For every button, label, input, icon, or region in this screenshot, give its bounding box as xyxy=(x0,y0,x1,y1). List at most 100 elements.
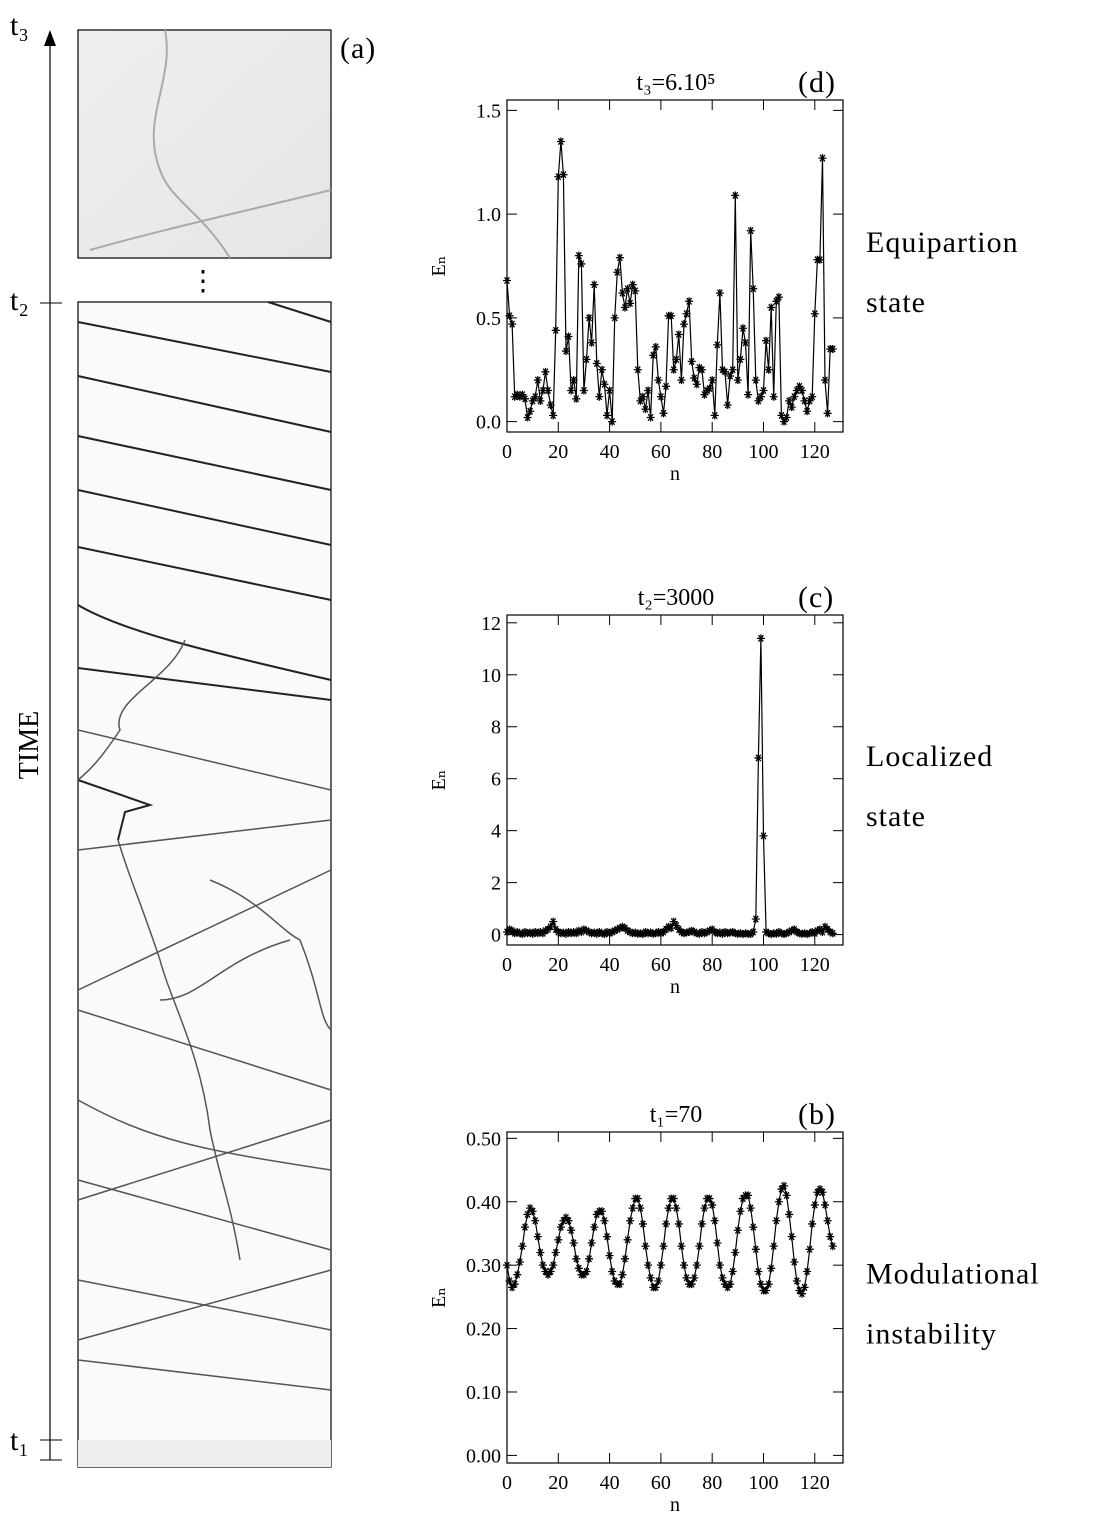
y-tick-label: 0 xyxy=(491,925,501,947)
marker xyxy=(515,929,524,938)
marker xyxy=(569,1238,578,1247)
marker xyxy=(679,929,688,938)
marker xyxy=(510,929,519,938)
marker xyxy=(636,1204,645,1213)
marker xyxy=(656,392,665,401)
time-label: t₃ xyxy=(10,9,29,42)
marker xyxy=(780,417,789,426)
marker xyxy=(756,1280,765,1289)
x-tick-label: 20 xyxy=(548,1472,568,1494)
marker xyxy=(733,1226,742,1235)
y-tick-label: 0.00 xyxy=(466,1445,501,1467)
marker xyxy=(549,1261,558,1270)
marker xyxy=(669,917,678,926)
marker xyxy=(718,1273,727,1282)
y-tick-label: 0.30 xyxy=(466,1255,501,1277)
marker xyxy=(690,1273,699,1282)
marker xyxy=(805,1245,814,1254)
marker xyxy=(510,1280,519,1289)
marker xyxy=(505,1277,514,1286)
marker xyxy=(700,929,709,938)
marker xyxy=(536,396,545,405)
y-tick-label: 1.0 xyxy=(476,204,501,226)
marker xyxy=(582,355,591,364)
marker xyxy=(654,376,663,385)
marker xyxy=(721,367,730,376)
marker xyxy=(597,929,606,938)
marker xyxy=(679,320,688,329)
marker xyxy=(769,392,778,401)
marker xyxy=(759,831,768,840)
marker xyxy=(713,929,722,938)
marker xyxy=(682,309,691,318)
marker xyxy=(738,324,747,333)
marker xyxy=(533,1232,542,1241)
x-tick-label: 20 xyxy=(548,441,568,463)
marker xyxy=(780,930,789,939)
marker xyxy=(561,347,570,356)
marker xyxy=(721,1280,730,1289)
annotation: state xyxy=(866,286,926,319)
marker xyxy=(674,330,683,339)
y-tick-label: 10 xyxy=(481,665,501,687)
marker xyxy=(749,1223,758,1232)
y-tick-label: 0.50 xyxy=(466,1128,501,1150)
marker xyxy=(787,926,796,935)
marker xyxy=(790,1257,799,1266)
marker xyxy=(536,1248,545,1257)
marker xyxy=(567,929,576,938)
marker xyxy=(510,392,519,401)
marker xyxy=(782,1191,791,1200)
marker xyxy=(726,1280,735,1289)
marker xyxy=(649,351,658,360)
marker xyxy=(574,1264,583,1273)
marker xyxy=(815,255,824,264)
marker xyxy=(549,917,558,926)
marker xyxy=(595,392,604,401)
marker xyxy=(561,929,570,938)
marker xyxy=(782,413,791,422)
marker xyxy=(620,1254,629,1263)
marker xyxy=(803,1267,812,1276)
marker xyxy=(677,928,686,937)
marker xyxy=(533,376,542,385)
marker xyxy=(541,367,550,376)
marker xyxy=(595,928,604,937)
marker xyxy=(541,926,550,935)
marker xyxy=(738,930,747,939)
marker xyxy=(608,1267,617,1276)
marker xyxy=(603,1232,612,1241)
marker xyxy=(626,299,635,308)
marker xyxy=(638,392,647,401)
marker xyxy=(610,926,619,935)
y-tick-label: 0.10 xyxy=(466,1382,501,1404)
x-tick-label: 120 xyxy=(800,441,830,463)
marker xyxy=(615,924,624,933)
marker xyxy=(631,928,640,937)
marker xyxy=(692,380,701,389)
marker xyxy=(554,928,563,937)
marker xyxy=(687,1280,696,1289)
marker xyxy=(828,1242,837,1251)
marker xyxy=(762,336,771,345)
marker xyxy=(600,930,609,939)
marker xyxy=(531,1216,540,1225)
marker xyxy=(777,929,786,938)
marker xyxy=(608,417,617,426)
x-tick-label: 0 xyxy=(502,441,512,463)
marker xyxy=(554,1235,563,1244)
marker xyxy=(723,929,732,938)
gap-marker: ⋮ xyxy=(189,266,217,297)
x-tick-label: 80 xyxy=(702,1472,722,1494)
marker xyxy=(731,191,740,200)
marker xyxy=(687,926,696,935)
marker xyxy=(795,1286,804,1295)
marker xyxy=(572,1254,581,1263)
marker xyxy=(695,1242,704,1251)
marker xyxy=(813,1188,822,1197)
marker xyxy=(556,929,565,938)
marker xyxy=(592,359,601,368)
marker xyxy=(772,929,781,938)
marker xyxy=(803,407,812,416)
marker xyxy=(767,930,776,939)
